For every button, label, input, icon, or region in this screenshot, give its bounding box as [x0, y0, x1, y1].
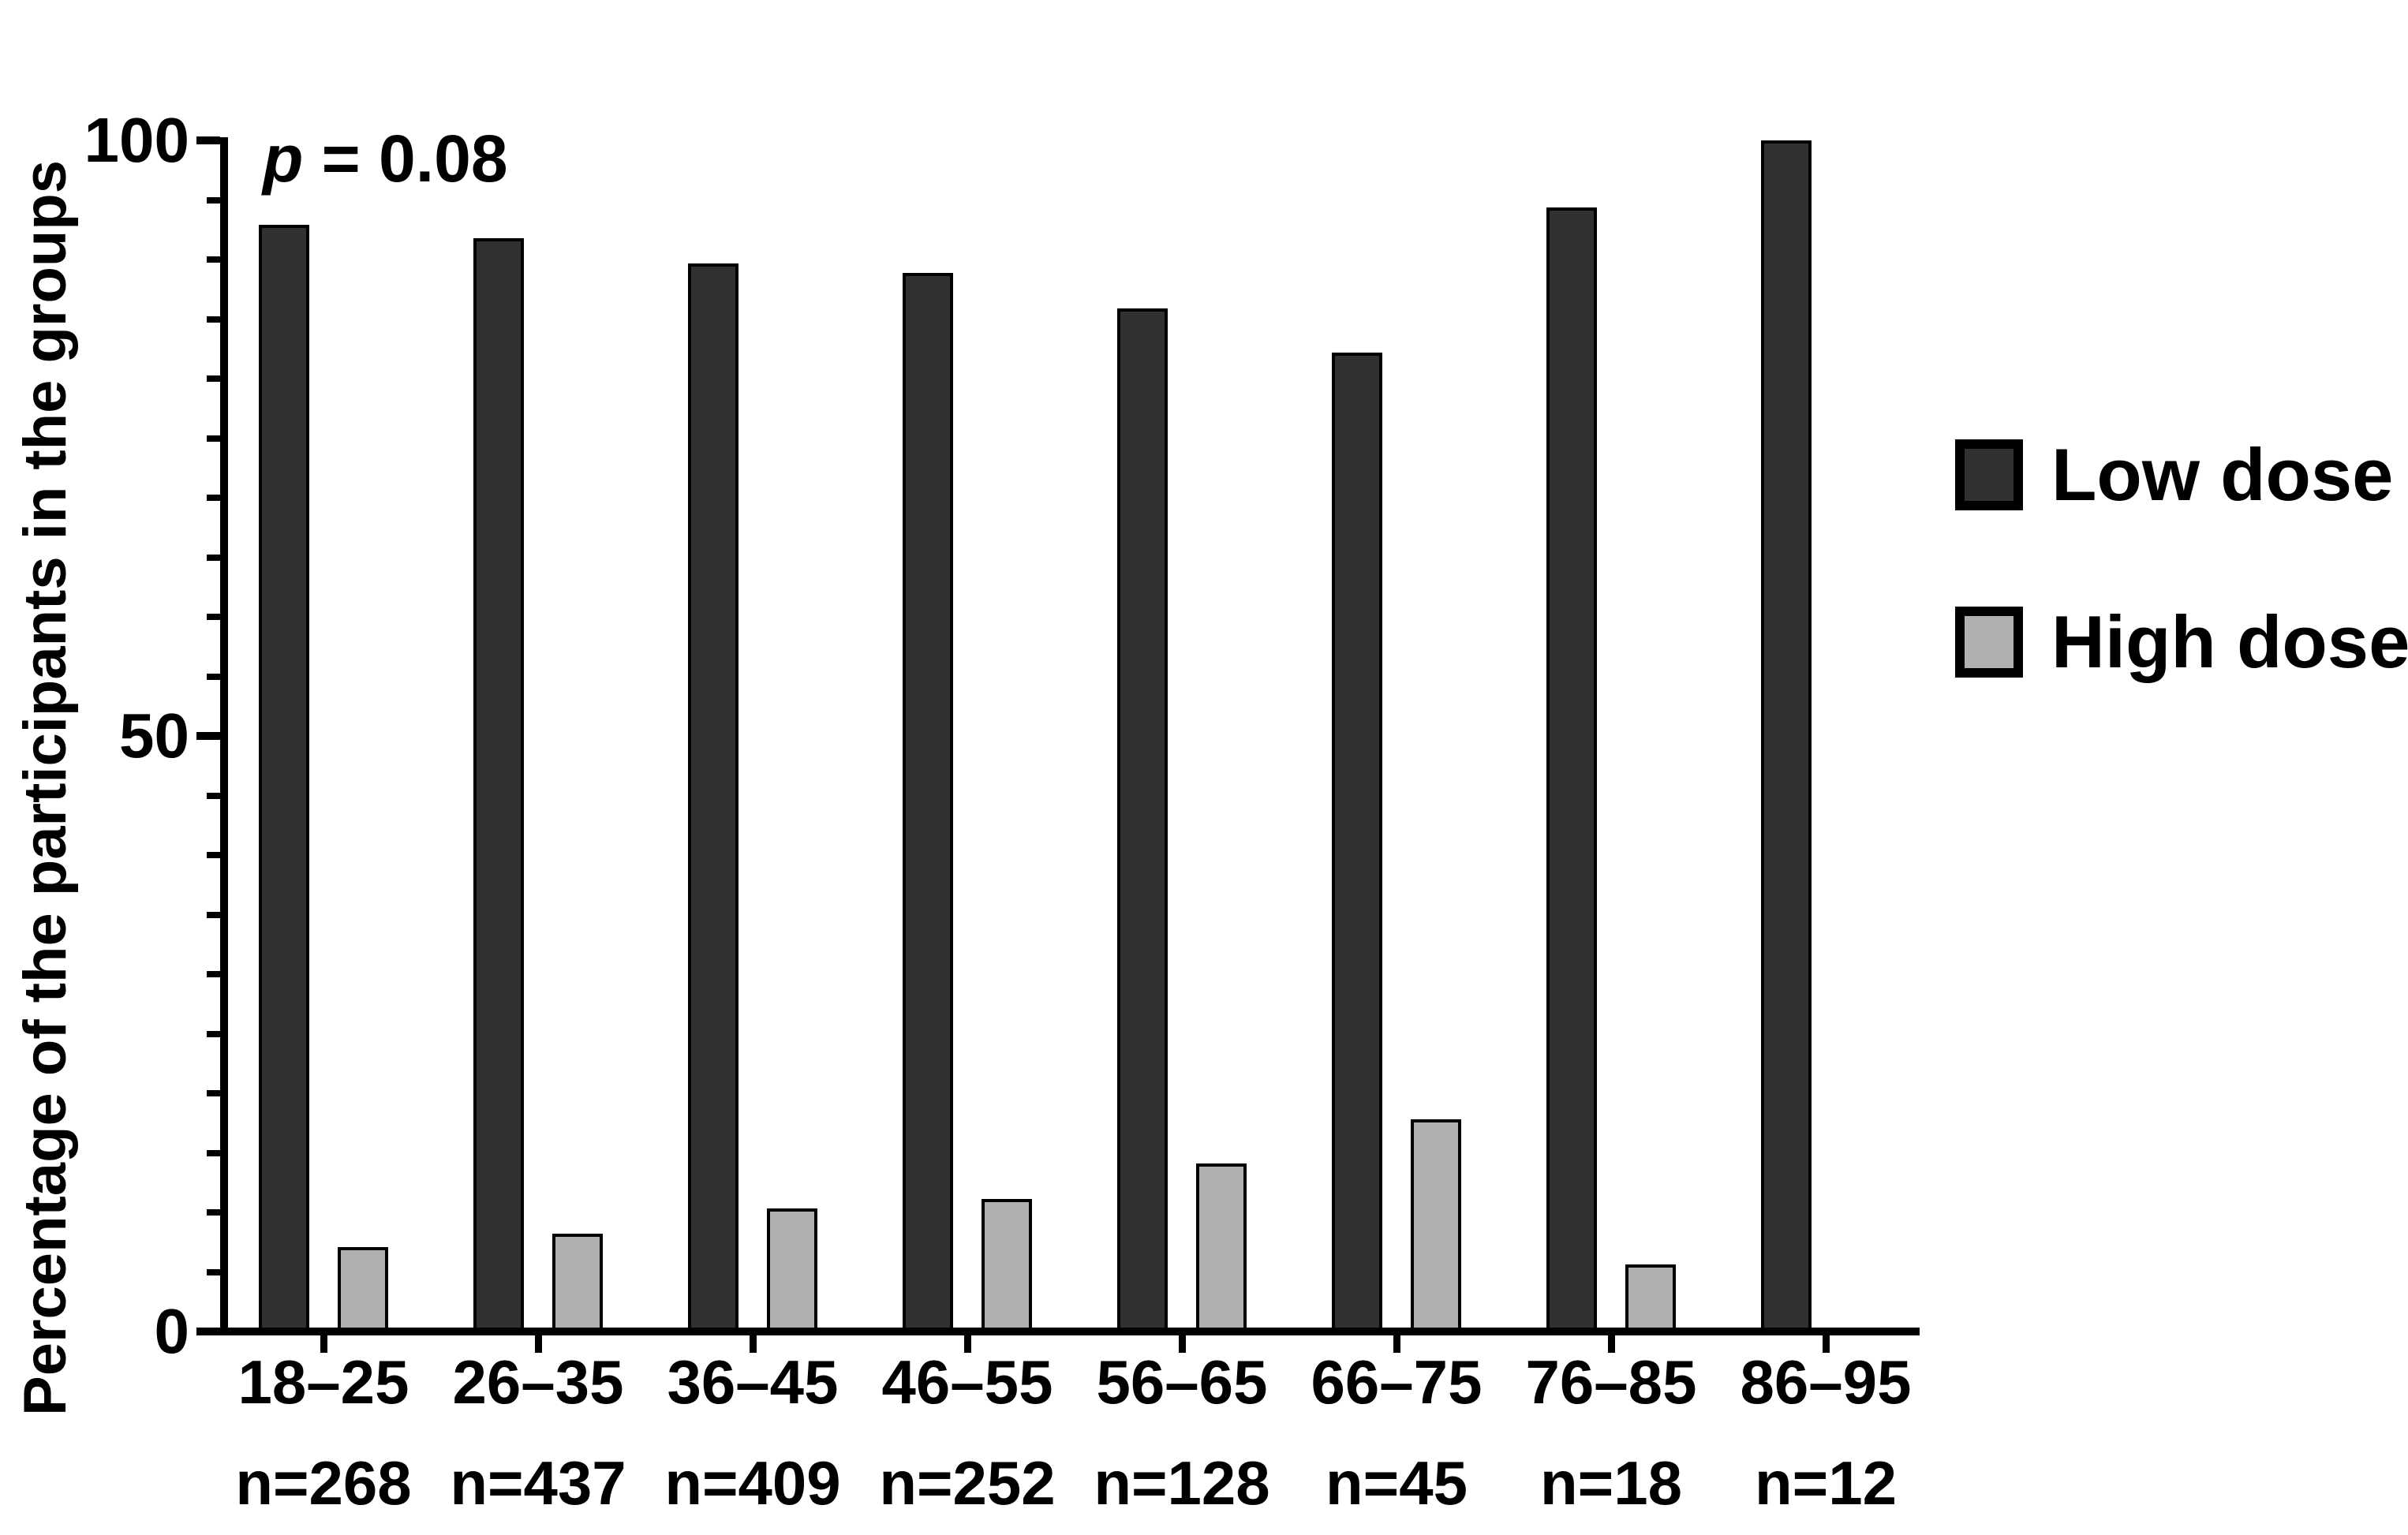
n-label-66–75: n=45 — [1326, 1448, 1468, 1518]
y-axis-line — [220, 137, 228, 1335]
x-category-label-56–65: 56–65 — [1096, 1347, 1268, 1417]
bar-high-dose-26–35 — [552, 1234, 603, 1335]
n-label-56–65: n=128 — [1094, 1448, 1270, 1518]
y-tick-label-100: 100 — [84, 105, 189, 175]
n-label-46–55: n=252 — [879, 1448, 1056, 1518]
x-tick-56–65 — [1179, 1335, 1186, 1353]
y-major-tick-0 — [196, 1328, 220, 1335]
y-minor-tick-85 — [207, 316, 220, 323]
low-dose-swatch — [1955, 439, 2023, 510]
y-tick-label-0: 0 — [154, 1296, 190, 1366]
y-minor-tick-5 — [207, 1269, 220, 1275]
n-label-86–95: n=12 — [1755, 1448, 1897, 1518]
bar-low-dose-56–65 — [1117, 308, 1168, 1335]
y-minor-tick-25 — [207, 1031, 220, 1037]
y-minor-tick-55 — [207, 674, 220, 680]
x-tick-46–55 — [964, 1335, 971, 1353]
y-minor-tick-75 — [207, 435, 220, 442]
x-axis-line — [220, 1328, 1920, 1335]
bar-low-dose-36–45 — [688, 263, 738, 1335]
legend-label-high-dose: High dose — [2051, 600, 2408, 683]
bar-high-dose-66–75 — [1411, 1119, 1461, 1335]
y-minor-tick-20 — [207, 1090, 220, 1096]
bar-low-dose-46–55 — [903, 273, 953, 1335]
x-tick-36–45 — [750, 1335, 757, 1353]
n-label-76–85: n=18 — [1540, 1448, 1682, 1518]
y-minor-tick-30 — [207, 971, 220, 977]
p-value-annotation: p = 0.08 — [263, 123, 508, 194]
bar-low-dose-26–35 — [473, 238, 524, 1335]
y-tick-label-50: 50 — [119, 700, 189, 771]
x-category-label-76–85: 76–85 — [1525, 1347, 1697, 1417]
x-category-label-26–35: 26–35 — [452, 1347, 624, 1417]
bar-low-dose-18–25 — [259, 225, 309, 1335]
legend-item-low-dose: Low dose — [1955, 433, 2394, 516]
x-tick-66–75 — [1393, 1335, 1400, 1353]
x-category-label-86–95: 86–95 — [1740, 1347, 1912, 1417]
p-value-variable: p — [263, 121, 304, 196]
x-tick-18–25 — [320, 1335, 327, 1353]
y-minor-tick-95 — [207, 197, 220, 204]
y-minor-tick-60 — [207, 614, 220, 620]
n-label-18–25: n=268 — [235, 1448, 412, 1518]
x-tick-76–85 — [1608, 1335, 1615, 1353]
y-minor-tick-15 — [207, 1150, 220, 1156]
y-minor-tick-40 — [207, 852, 220, 858]
bar-low-dose-76–85 — [1546, 207, 1597, 1335]
n-label-26–35: n=437 — [450, 1448, 626, 1518]
bar-high-dose-76–85 — [1625, 1264, 1676, 1335]
y-minor-tick-35 — [207, 912, 220, 918]
bar-high-dose-56–65 — [1196, 1163, 1247, 1335]
y-minor-tick-45 — [207, 793, 220, 799]
y-minor-tick-80 — [207, 375, 220, 382]
bar-high-dose-18–25 — [338, 1247, 388, 1335]
x-category-label-46–55: 46–55 — [881, 1347, 1053, 1417]
y-minor-tick-70 — [207, 495, 220, 501]
bar-low-dose-66–75 — [1332, 353, 1382, 1335]
n-label-36–45: n=409 — [664, 1448, 841, 1518]
y-minor-tick-65 — [207, 555, 220, 561]
bar-high-dose-36–45 — [767, 1208, 817, 1335]
y-minor-tick-90 — [207, 256, 220, 263]
x-tick-86–95 — [1823, 1335, 1830, 1353]
p-value-text: = 0.08 — [303, 121, 508, 196]
x-category-label-66–75: 66–75 — [1311, 1347, 1483, 1417]
bar-low-dose-86–95 — [1761, 140, 1812, 1335]
x-category-label-36–45: 36–45 — [667, 1347, 839, 1417]
y-major-tick-100 — [196, 136, 220, 144]
legend-label-low-dose: Low dose — [2051, 433, 2394, 516]
x-tick-26–35 — [535, 1335, 542, 1353]
high-dose-swatch — [1955, 607, 2023, 678]
legend-item-high-dose: High dose — [1955, 600, 2408, 683]
y-major-tick-50 — [196, 732, 220, 740]
y-minor-tick-10 — [207, 1209, 220, 1216]
x-category-label-18–25: 18–25 — [237, 1347, 409, 1417]
bar-high-dose-46–55 — [982, 1199, 1032, 1335]
